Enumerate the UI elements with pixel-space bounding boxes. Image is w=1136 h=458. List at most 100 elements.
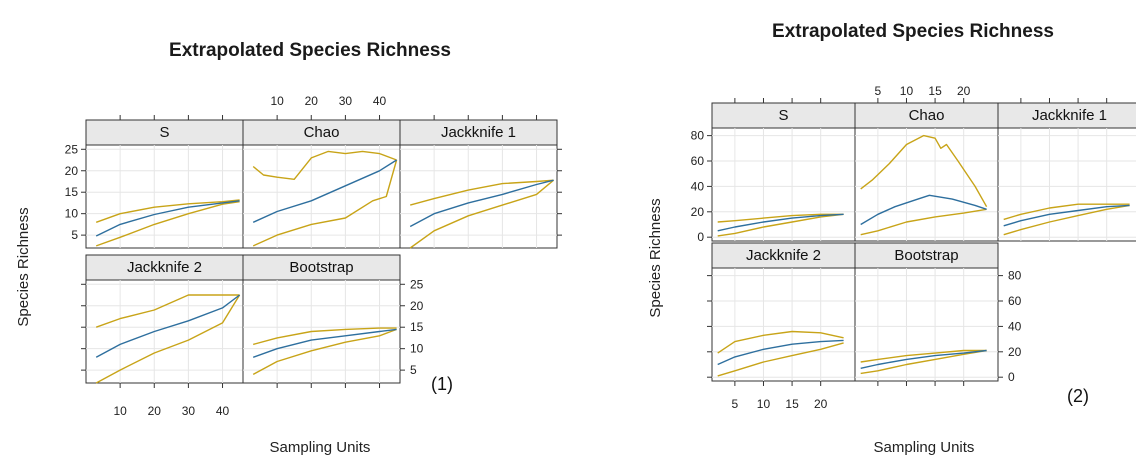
x-tick-label: 10 [113, 404, 127, 418]
upper-bound-line [717, 213, 844, 223]
figure-number: (2) [1067, 386, 1089, 406]
y-tick-label: 15 [410, 320, 424, 334]
x-tick-label: 15 [928, 84, 942, 98]
y-tick-label: 80 [1008, 269, 1022, 283]
figure-number: (1) [431, 374, 453, 394]
y-tick-label: 40 [691, 179, 705, 193]
upper-bound-line [860, 349, 987, 363]
panel-strip-label: Bootstrap [894, 247, 958, 264]
x-tick-label: 5 [732, 397, 739, 411]
panel-frame [711, 267, 856, 382]
panel-strip [711, 102, 856, 129]
lower-bound-line [95, 201, 240, 247]
panel-jackknife-1: Jackknife 1 [997, 98, 1136, 242]
y-tick-label: 60 [1008, 294, 1022, 308]
y-tick-label: 0 [697, 230, 704, 244]
y-tick-label: 5 [410, 363, 417, 377]
upper-bound-line [252, 150, 397, 181]
panel-strip-label: S [159, 124, 169, 141]
lower-bound-line [717, 213, 844, 237]
chart-title: Extrapolated Species Richness [772, 21, 1054, 42]
panel-frame [854, 127, 999, 242]
panel-bootstrap: Bootstrap 0 20 40 60 80 [854, 242, 1022, 386]
panel-strip [242, 254, 401, 281]
panel-frame [997, 127, 1136, 242]
lower-bound-line [95, 294, 241, 384]
upper-bound-line [717, 330, 844, 354]
mean-line [860, 349, 987, 369]
x-tick-label: 20 [305, 94, 319, 108]
mean-line [860, 194, 987, 226]
mean-line [717, 213, 844, 232]
y-tick-label: 40 [1008, 319, 1022, 333]
panel-strip-label: Jackknife 1 [441, 124, 516, 141]
mean-line [717, 339, 844, 366]
panel-strip-label: Chao [304, 124, 340, 141]
x-tick-label: 15 [785, 397, 799, 411]
x-axis-label: Sampling Units [874, 439, 975, 456]
mean-line [252, 328, 397, 358]
panel-bootstrap: Bootstrap 5 10 15 20 25 [242, 254, 424, 388]
lower-bound-line [409, 179, 555, 249]
panel-strip-label: Bootstrap [289, 259, 353, 276]
mean-line [95, 294, 241, 358]
x-tick-label: 20 [148, 404, 162, 418]
y-tick-label: 20 [410, 299, 424, 313]
y-axis-label: Species Richness [15, 207, 32, 326]
upper-bound-line [95, 294, 240, 328]
panel-strip [997, 102, 1136, 129]
x-tick-label: 30 [182, 404, 196, 418]
panel-frame [854, 267, 999, 382]
mean-line [1003, 204, 1130, 227]
x-tick-label: 10 [270, 94, 284, 108]
panel-frame [399, 144, 558, 249]
panel-jackknife-2: Jackknife 2 5 10 15 20 [707, 242, 856, 411]
panel-frame [85, 279, 244, 384]
y-tick-label: 80 [691, 129, 705, 143]
fig2-figure: Extrapolated Species Richness Sampling Un… [647, 21, 1136, 456]
panel-strip [85, 254, 244, 281]
y-tick-label: 20 [65, 164, 79, 178]
panel-strip-label: S [778, 107, 788, 124]
lower-bound-line [860, 349, 987, 375]
lower-bound-line [252, 159, 398, 247]
lower-bound-line [860, 208, 987, 236]
panel-strip-label: Chao [909, 107, 945, 124]
chart-title: Extrapolated Species Richness [169, 40, 451, 61]
y-tick-label: 60 [691, 154, 705, 168]
x-tick-label: 40 [373, 94, 387, 108]
panel-jackknife-2: Jackknife 2 10 20 30 40 [81, 254, 244, 418]
panel-strip-label: Jackknife 2 [746, 247, 821, 264]
panel-strip [85, 119, 244, 146]
lower-bound-line [252, 328, 397, 376]
y-tick-label: 20 [1008, 345, 1022, 359]
x-tick-label: 40 [216, 404, 230, 418]
y-tick-label: 10 [65, 207, 79, 221]
upper-bound-line [253, 327, 397, 346]
panel-s: S 0 20 40 60 80 [691, 98, 856, 244]
upper-bound-line [1003, 203, 1130, 221]
upper-bound-line [860, 134, 988, 208]
mean-line [252, 159, 397, 223]
panel-jackknife-1: Jackknife 1 [399, 115, 562, 249]
lower-bound-line [1003, 204, 1130, 236]
x-tick-label: 10 [900, 84, 914, 98]
y-tick-label: 25 [65, 142, 79, 156]
y-tick-label: 25 [410, 277, 424, 291]
y-tick-label: 10 [410, 342, 424, 356]
panel-chao: Chao 10 20 30 40 [242, 94, 401, 249]
panel-strip-label: Jackknife 2 [127, 259, 202, 276]
y-axis-label: Species Richness [647, 198, 664, 317]
panel-frame [85, 144, 244, 249]
panel-frame [711, 127, 856, 242]
x-tick-label: 30 [339, 94, 353, 108]
upper-bound-line [95, 199, 240, 223]
x-tick-label: 20 [814, 397, 828, 411]
upper-bound-line [410, 179, 554, 206]
x-tick-label: 5 [875, 84, 882, 98]
mean-line [409, 179, 554, 228]
x-axis-label: Sampling Units [270, 439, 371, 456]
mean-line [95, 200, 240, 237]
x-tick-label: 10 [757, 397, 771, 411]
